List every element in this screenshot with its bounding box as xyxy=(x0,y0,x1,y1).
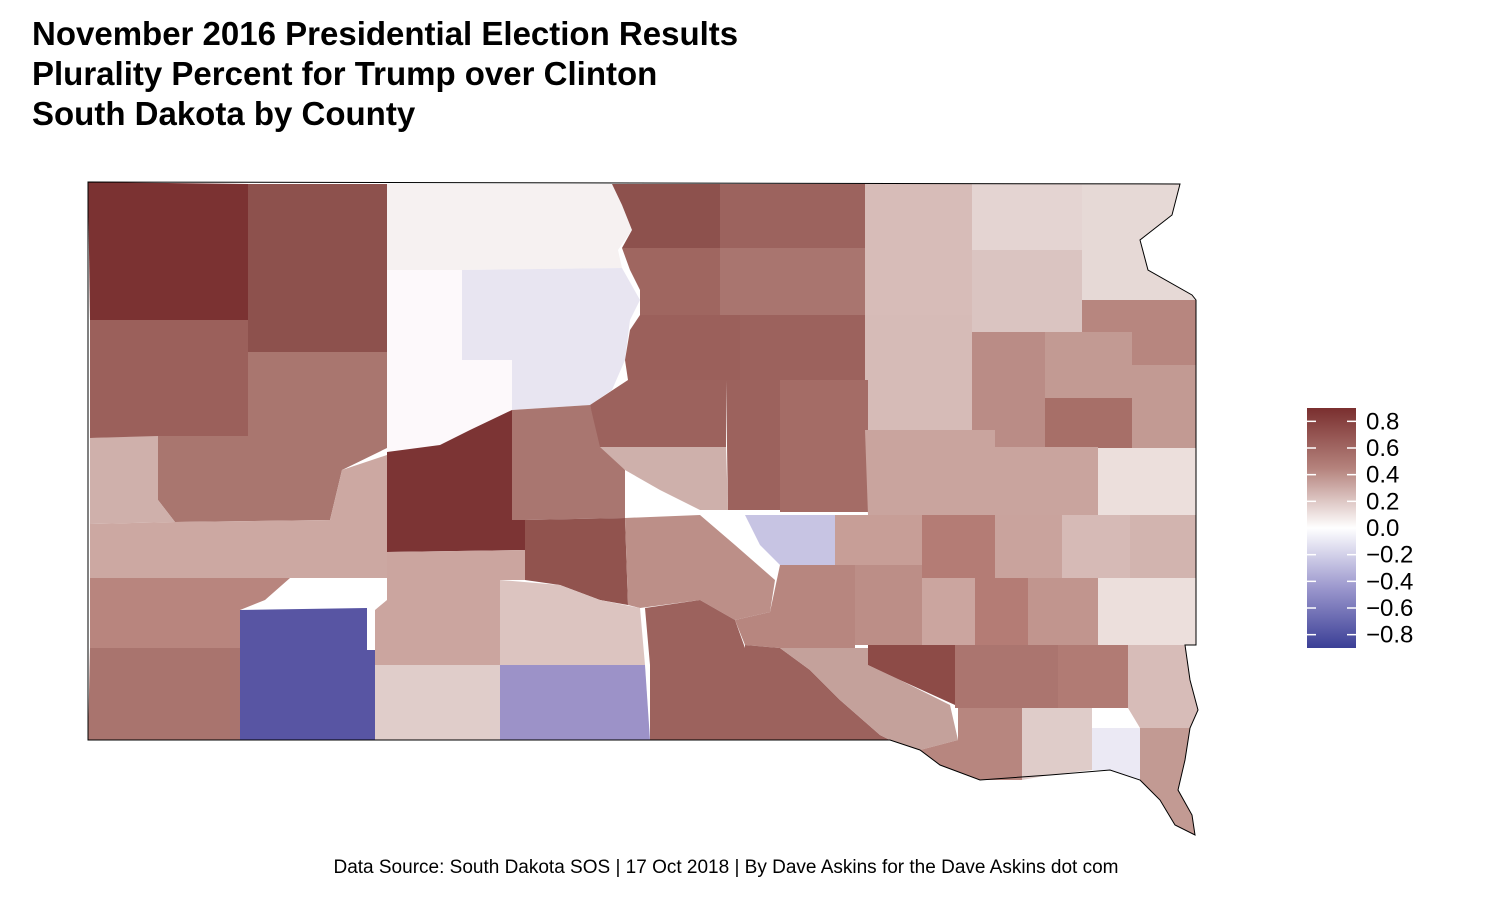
county-codington xyxy=(1045,332,1132,398)
county-oglala-lakota xyxy=(240,608,375,740)
county-butte xyxy=(90,320,248,438)
county-buffalo xyxy=(745,515,835,565)
county-bennett xyxy=(375,665,500,740)
title-line-3: South Dakota by County xyxy=(32,95,416,132)
county-davison xyxy=(922,578,975,645)
county-hutchinson xyxy=(955,645,1058,708)
county-potter xyxy=(625,315,740,380)
legend-ticks: 0.80.60.40.20.0−0.2−0.4−0.6−0.8 xyxy=(1307,408,1413,649)
legend-tick-label: 0.2 xyxy=(1366,488,1399,515)
legend-tick-label: −0.2 xyxy=(1366,542,1413,569)
county-fall-river xyxy=(88,648,240,740)
county-minnehaha xyxy=(1098,578,1196,645)
county-mccook xyxy=(1028,578,1098,645)
county-hyde xyxy=(726,380,780,510)
county-dewey xyxy=(462,268,640,410)
title-line-1: November 2016 Presidential Election Resu… xyxy=(32,15,739,52)
county-jerauld xyxy=(835,515,922,565)
county-pennington xyxy=(90,455,387,578)
county-brookings xyxy=(1098,448,1196,515)
county-walworth xyxy=(622,248,720,315)
legend-tick-label: −0.8 xyxy=(1366,622,1413,649)
county-lyman xyxy=(625,515,775,620)
county-perkins xyxy=(248,184,387,352)
county-clark xyxy=(972,332,1045,447)
legend-tick-label: −0.4 xyxy=(1366,568,1413,595)
county-hanson xyxy=(975,578,1028,645)
county-haakon xyxy=(387,410,525,552)
county-jackson xyxy=(375,550,525,665)
county-brule xyxy=(735,565,855,648)
county-mcpherson xyxy=(720,184,865,248)
county-mellette xyxy=(500,580,645,665)
county-hand xyxy=(780,380,868,512)
county-hughes xyxy=(600,447,728,510)
county-todd xyxy=(500,665,650,740)
county-meade xyxy=(158,352,387,522)
county-campbell xyxy=(612,184,720,248)
county-harding xyxy=(88,182,248,320)
legend-tick-label: 0.8 xyxy=(1366,408,1399,435)
county-bon-homme xyxy=(920,708,1022,780)
state-outline xyxy=(87,181,1199,836)
county-sanborn xyxy=(922,515,995,578)
county-clay xyxy=(1092,728,1140,780)
county-layer xyxy=(88,182,1198,835)
county-faulk xyxy=(740,315,865,380)
county-hamlin xyxy=(1045,398,1132,448)
county-beadle xyxy=(865,430,995,515)
data-source-caption: Data Source: South Dakota SOS | 17 Oct 2… xyxy=(333,857,1119,878)
legend-tick-label: 0.0 xyxy=(1366,515,1399,542)
county-yankton xyxy=(1022,708,1092,780)
county-moody xyxy=(1130,515,1196,578)
title-line-2: Plurality Percent for Trump over Clinton xyxy=(32,55,658,92)
county-tripp xyxy=(645,600,745,740)
legend-tick-label: −0.6 xyxy=(1366,595,1413,622)
county-gregory xyxy=(745,645,890,740)
legend: 0.80.60.40.20.0−0.2−0.4−0.6−0.8 xyxy=(1307,408,1413,649)
legend-tick-label: 0.6 xyxy=(1366,435,1399,462)
county-aurora xyxy=(855,565,922,645)
county-corson xyxy=(387,184,632,270)
county-miner xyxy=(995,515,1062,578)
county-brown xyxy=(865,184,972,315)
county-lawrence xyxy=(90,436,175,524)
county-stanley xyxy=(512,405,625,520)
legend-tick-label: 0.4 xyxy=(1366,462,1399,489)
county-day xyxy=(972,250,1082,332)
map-title: November 2016 Presidential Election Resu… xyxy=(32,14,738,134)
county-lincoln xyxy=(1128,645,1198,728)
county-charles-mix xyxy=(780,648,958,750)
county-ziebach xyxy=(387,270,512,452)
county-douglas xyxy=(868,645,955,705)
county-lake xyxy=(1062,515,1130,578)
county-deuel xyxy=(1132,365,1196,448)
county-grant xyxy=(1082,300,1196,365)
county-edmunds xyxy=(720,248,865,315)
county-marshall xyxy=(972,184,1082,250)
county-roberts xyxy=(1082,184,1196,300)
county-turner xyxy=(1058,645,1128,708)
county-spink xyxy=(865,315,972,430)
county-union xyxy=(1140,728,1195,835)
county-sully xyxy=(590,380,726,447)
county-jones xyxy=(525,518,628,605)
county-kingsbury xyxy=(995,447,1098,515)
